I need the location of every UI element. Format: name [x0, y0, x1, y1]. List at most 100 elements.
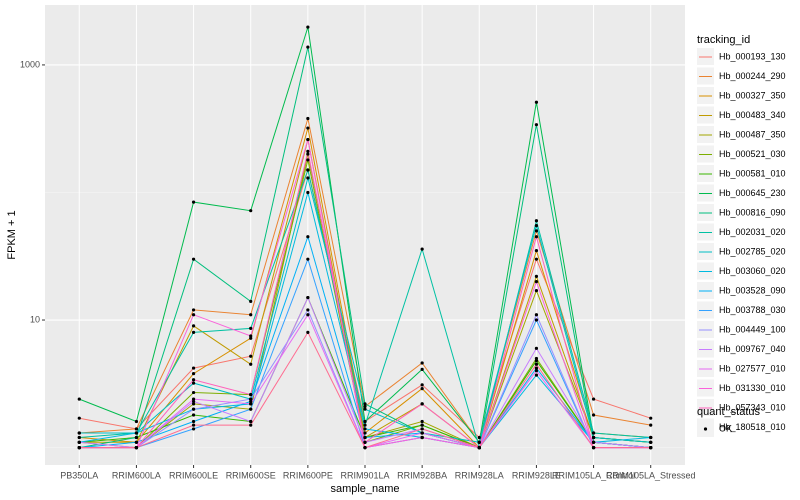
- point: [534, 274, 539, 278]
- legend-label: OK: [719, 423, 732, 433]
- point: [191, 330, 196, 334]
- legend-title: quant_status: [697, 406, 760, 418]
- y-tick-label: 1000: [20, 59, 40, 69]
- legend-label: Hb_003060_020: [719, 266, 786, 276]
- point: [306, 126, 310, 130]
- x-tick-label: PB350LA: [60, 470, 98, 480]
- point: [306, 330, 310, 334]
- point: [534, 313, 539, 317]
- legend-title: tracking_id: [697, 34, 750, 46]
- point: [534, 280, 539, 284]
- point: [534, 249, 539, 253]
- point: [420, 361, 424, 365]
- point: [306, 257, 310, 261]
- point: [649, 416, 653, 420]
- point: [534, 346, 539, 350]
- point: [249, 397, 253, 401]
- point: [534, 219, 539, 223]
- point: [249, 399, 253, 404]
- point: [134, 440, 139, 444]
- point: [534, 229, 539, 233]
- x-tick-label: RRIM600PE: [283, 470, 333, 480]
- x-tick-label: RRIM600LE: [169, 470, 218, 480]
- point: [420, 367, 424, 372]
- point: [363, 423, 367, 427]
- point: [649, 440, 653, 444]
- point: [420, 402, 424, 406]
- point: [191, 397, 196, 401]
- point: [191, 407, 196, 411]
- point: [363, 419, 367, 424]
- legend-label: Hb_057343_010: [719, 402, 786, 412]
- point: [191, 423, 196, 427]
- point: [534, 362, 539, 366]
- point: [191, 308, 196, 312]
- point: [249, 336, 253, 340]
- legend-label: Hb_031330_010: [719, 383, 786, 393]
- legend-label: Hb_000327_350: [719, 90, 786, 100]
- x-tick-label: RRIM105LA_Stressed: [606, 470, 696, 480]
- point: [306, 152, 310, 156]
- point: [306, 190, 310, 195]
- point: [191, 413, 196, 417]
- point: [306, 137, 310, 142]
- point: [534, 289, 539, 293]
- x-tick-label: RRIM928LA: [455, 470, 504, 480]
- point: [191, 390, 196, 395]
- point: [306, 25, 310, 29]
- point: [306, 313, 310, 317]
- point: [306, 158, 310, 162]
- legend-label: Hb_000483_340: [719, 110, 786, 120]
- point: [420, 435, 424, 440]
- legend-label: Hb_003528_090: [719, 285, 786, 295]
- legend-label: Hb_000521_030: [719, 149, 786, 159]
- point: [534, 257, 539, 261]
- point: [534, 366, 539, 370]
- point: [191, 372, 196, 376]
- point: [420, 386, 424, 391]
- x-tick-label: RRIM600LA: [112, 470, 161, 480]
- point: [191, 402, 196, 406]
- point: [363, 435, 367, 440]
- point: [591, 445, 596, 450]
- x-tick-label: RRIM928LE: [512, 470, 561, 480]
- point: [306, 308, 310, 312]
- legend-label: Hb_003788_030: [719, 305, 786, 315]
- point: [649, 423, 653, 427]
- legend-label: Hb_000645_230: [719, 188, 786, 198]
- point: [77, 416, 81, 420]
- point: [363, 407, 367, 411]
- point: [649, 435, 653, 440]
- x-tick-label: RRIM928BA: [397, 470, 447, 480]
- point: [306, 149, 310, 153]
- point: [306, 116, 310, 121]
- point: [191, 419, 196, 424]
- point: [363, 440, 367, 444]
- legend-label: Hb_027577_010: [719, 363, 786, 373]
- legend-label: Hb_002031_020: [719, 227, 786, 237]
- point: [534, 318, 539, 322]
- point: [77, 440, 81, 444]
- legend-label: Hb_002785_020: [719, 246, 786, 256]
- point: [306, 295, 310, 300]
- legend-label: Hb_180518_010: [719, 422, 786, 432]
- point: [249, 419, 253, 424]
- point: [191, 399, 196, 404]
- point: [591, 440, 596, 444]
- legend-point: [703, 427, 708, 431]
- legend-label: Hb_000193_130: [719, 51, 786, 61]
- point: [534, 356, 539, 361]
- point: [591, 397, 596, 401]
- point: [363, 431, 367, 435]
- point: [77, 397, 81, 401]
- point: [477, 445, 481, 450]
- point: [191, 427, 196, 431]
- point: [249, 423, 253, 427]
- point: [306, 168, 310, 172]
- point: [363, 402, 367, 406]
- legend-label: Hb_009767_040: [719, 344, 786, 354]
- point: [420, 383, 424, 387]
- point: [363, 445, 367, 450]
- point: [191, 366, 196, 370]
